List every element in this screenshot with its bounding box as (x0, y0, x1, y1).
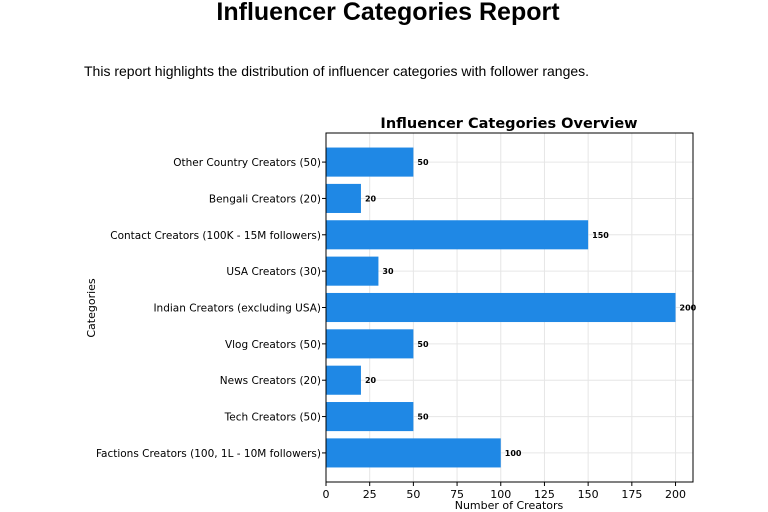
bar (326, 256, 379, 286)
data-label: 20 (365, 194, 377, 203)
x-tick-label: 175 (621, 488, 642, 501)
category-label: News Creators (20) (220, 375, 321, 387)
x-tick-label: 75 (450, 488, 464, 501)
x-axis-label: Number of Creators (455, 499, 564, 512)
x-tick-label: 200 (665, 488, 686, 501)
y-axis-label: Categories (85, 278, 98, 338)
x-tick-label: 150 (578, 488, 599, 501)
x-tick-label: 0 (323, 488, 330, 501)
category-label: Contact Creators (100K - 15M followers) (110, 230, 321, 242)
x-tick-label: 50 (406, 488, 420, 501)
category-label: Tech Creators (50) (224, 412, 321, 424)
bar (326, 147, 414, 177)
bar (326, 329, 414, 359)
category-label: USA Creators (30) (226, 266, 321, 278)
data-label: 50 (417, 413, 429, 422)
bar (326, 402, 414, 432)
data-label: 20 (365, 376, 377, 385)
category-label: Indian Creators (excluding USA) (153, 303, 321, 315)
x-tick-label: 100 (490, 488, 511, 501)
labels: 0 25 50 75 100 125 150 175 200 50 Other Country Cr… (96, 157, 697, 501)
bar (326, 365, 361, 395)
category-label: Factions Creators (100, 1L - 10M followe… (96, 448, 321, 460)
category-label: Vlog Creators (50) (225, 339, 321, 351)
data-label: 100 (505, 449, 522, 458)
report-description: This report highlights the distribution … (84, 63, 590, 79)
data-label: 200 (680, 304, 697, 313)
data-label: 30 (382, 267, 394, 276)
plot-frame (325, 132, 694, 483)
chart-title: Influencer Categories Overview (380, 116, 637, 132)
data-label: 50 (417, 340, 429, 349)
bar (326, 438, 501, 468)
axes (322, 132, 694, 486)
category-label: Bengali Creators (20) (209, 193, 321, 205)
x-tick-label: 125 (534, 488, 555, 501)
bar (326, 220, 589, 250)
bar (326, 183, 361, 213)
data-label: 50 (417, 158, 429, 167)
x-tick-label: 25 (363, 488, 377, 501)
bar (326, 292, 676, 323)
bars (326, 147, 676, 468)
category-label: Other Country Creators (50) (173, 157, 321, 169)
data-label: 150 (592, 231, 609, 240)
page-title: Influencer Categories Report (216, 0, 560, 26)
